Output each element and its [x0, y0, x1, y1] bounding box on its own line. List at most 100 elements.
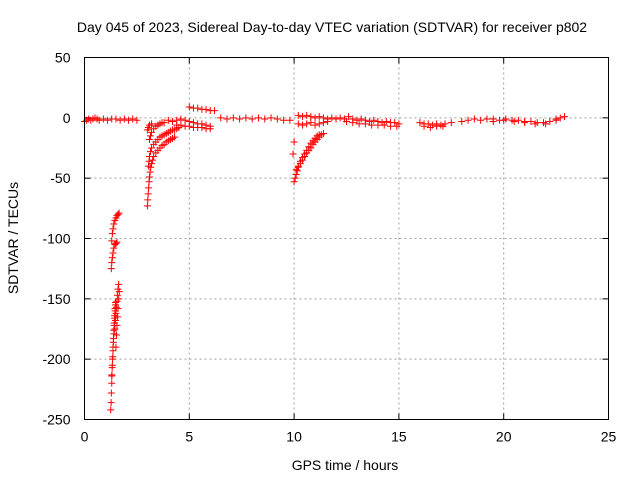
data-point: [109, 355, 117, 363]
data-point: [99, 115, 107, 123]
x-axis-label: GPS time / hours: [292, 457, 399, 473]
data-point: [145, 152, 153, 160]
data-point: [144, 162, 152, 170]
data-point: [447, 119, 455, 127]
data-point: [328, 114, 336, 122]
data-point: [315, 113, 323, 121]
data-point: [349, 119, 357, 127]
data-point: [289, 150, 297, 158]
x-tick-label: 25: [601, 429, 617, 445]
data-point: [416, 119, 424, 127]
data-point: [332, 115, 340, 123]
data-point: [368, 121, 376, 129]
data-point: [115, 209, 123, 217]
data-point: [374, 121, 382, 129]
data-point: [144, 190, 152, 198]
data-point: [242, 114, 250, 122]
data-point: [319, 130, 327, 138]
data-point: [458, 117, 466, 125]
data-point: [489, 117, 497, 125]
data-point: [108, 364, 116, 372]
y-axis-label: SDTVAR / TECUs: [5, 182, 21, 294]
data-point: [143, 202, 151, 210]
data-point: [107, 406, 115, 414]
data-point: [110, 220, 118, 228]
data-point: [336, 114, 344, 122]
data-point: [355, 120, 363, 128]
x-tick-label: 10: [286, 429, 302, 445]
x-tick-label: 20: [496, 429, 512, 445]
data-point: [115, 280, 123, 288]
data-point: [296, 157, 304, 165]
data-point: [307, 119, 315, 127]
data-point: [114, 304, 122, 312]
data-point: [387, 122, 395, 130]
data-point: [248, 115, 256, 123]
data-point: [298, 121, 306, 129]
data-point: [112, 303, 120, 311]
data-point: [185, 122, 193, 130]
data-point: [129, 115, 137, 123]
data-point: [315, 131, 323, 139]
data-point: [115, 295, 123, 303]
data-point: [261, 115, 269, 123]
data-point: [114, 313, 122, 321]
data-point: [223, 115, 231, 123]
data-point: [483, 115, 491, 123]
data-point: [108, 230, 116, 238]
data-point: [290, 178, 298, 186]
data-point: [280, 116, 288, 124]
data-point: [236, 115, 244, 123]
axis-ticks: 0 5 10 15 20 25 50 0 -50 -100 -150 -200 -250: [42, 50, 616, 445]
y-tick-label: 0: [63, 110, 71, 126]
data-point: [210, 107, 218, 115]
chart-title: Day 045 of 2023, Sidereal Day-to-day VTE…: [77, 19, 587, 35]
data-point: [303, 146, 311, 154]
data-point: [108, 379, 116, 387]
data-point: [148, 144, 156, 152]
data-point: [324, 115, 332, 123]
data-point: [542, 120, 550, 128]
data-point: [393, 122, 401, 130]
data-point: [370, 116, 378, 124]
data-point: [291, 174, 299, 182]
data-point: [145, 136, 153, 144]
data-point: [177, 121, 185, 129]
data-point: [315, 120, 323, 128]
data-point: [527, 117, 535, 125]
plot-frame: [84, 57, 609, 420]
data-point: [464, 116, 472, 124]
data-point: [267, 114, 275, 122]
y-tick-label: -150: [42, 291, 70, 307]
data-point: [380, 121, 388, 129]
data-point: [108, 237, 116, 245]
data-point: [107, 265, 115, 273]
data-point: [108, 254, 116, 262]
y-tick-label: -200: [42, 351, 70, 367]
data-point: [311, 121, 319, 129]
data-point: [303, 111, 311, 119]
data-point: [439, 122, 447, 130]
data-point: [424, 120, 432, 128]
data-point: [293, 167, 301, 175]
data-point: [116, 116, 124, 124]
data-point: [148, 128, 156, 136]
data-point: [366, 117, 374, 125]
data-point: [120, 115, 128, 123]
data-point: [149, 156, 157, 164]
data-point: [145, 184, 153, 192]
data-point: [113, 331, 121, 339]
data-point: [145, 173, 153, 181]
data-point: [345, 113, 353, 121]
data-points: [81, 103, 568, 414]
data-point: [112, 309, 120, 317]
data-point: [556, 114, 564, 122]
data-point: [290, 138, 298, 146]
data-point: [470, 115, 478, 123]
data-point: [115, 288, 123, 296]
data-point: [113, 321, 121, 329]
data-point: [111, 325, 119, 333]
data-point: [104, 116, 112, 124]
data-point: [110, 244, 118, 252]
data-point: [294, 111, 302, 119]
